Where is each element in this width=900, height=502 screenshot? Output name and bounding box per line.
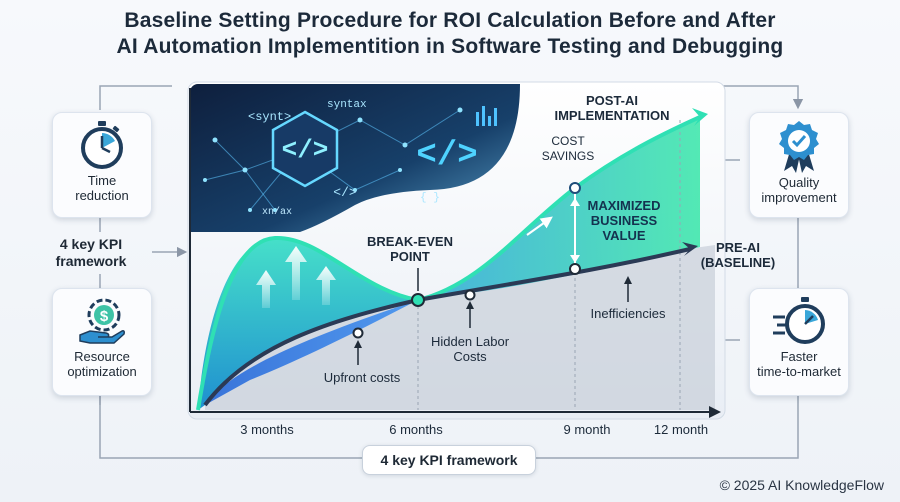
kpi-card-quality-improvement: Quality improvement <box>749 112 849 218</box>
code-artwork <box>190 84 520 232</box>
page-title: Baseline Setting Procedure for ROI Calcu… <box>0 8 900 60</box>
kpi-left-line-2: framework <box>55 253 127 269</box>
loop-bottom-right <box>534 394 799 459</box>
code-tag-large: </> <box>416 137 477 175</box>
hidden-labor-label-1: Hidden Labor <box>431 334 510 349</box>
loop-top-right <box>723 85 804 110</box>
code-text-xn: xn/ax <box>262 206 292 218</box>
upfront-up-arrows <box>256 246 336 308</box>
break-even-label-1: BREAK-EVEN <box>367 234 453 249</box>
chart-axes <box>189 88 721 418</box>
break-even-label-2: POINT <box>390 249 430 264</box>
faster-label-2: time-to-market <box>757 364 841 379</box>
quality-improvement-label-1: Quality <box>778 175 820 190</box>
code-text-synt: <synt> <box>248 110 291 124</box>
code-hexagon <box>271 110 339 188</box>
title-line-1: Baseline Setting Procedure for ROI Calcu… <box>124 9 776 32</box>
stopwatch-icon <box>81 121 123 169</box>
loop-bottom-left <box>99 394 362 459</box>
upfront-costs-label: Upfront costs <box>324 370 401 385</box>
baseline-area <box>205 245 715 410</box>
kpi-framework-left: 4 key KPI framework <box>26 236 156 270</box>
max-value-label-1: MAXIMIZED <box>588 198 661 213</box>
money-gear-hand-icon: $ <box>79 298 125 344</box>
upfront-cost-point <box>352 327 364 339</box>
upfront-area-dark <box>205 300 418 405</box>
max-value-label-3: VALUE <box>602 228 645 243</box>
kpi-left-line-1: 4 key KPI <box>59 236 123 252</box>
x-tick-9-month: 9 month <box>564 422 611 437</box>
hidden-labor-point <box>464 289 476 301</box>
code-text-braces: { } <box>420 192 440 204</box>
cost-savings-arrow <box>526 216 553 236</box>
time-reduction-label-1: Time <box>87 173 117 188</box>
inefficiencies-label: Inefficiencies <box>591 306 666 321</box>
quality-badge-icon <box>779 121 819 173</box>
mini-bar-art <box>476 106 497 126</box>
kpi-card-time-reduction: Time reduction <box>52 112 152 218</box>
value-band <box>418 117 700 300</box>
code-tag-small: </> <box>333 185 357 200</box>
annotation-pointer-heads <box>354 276 632 348</box>
svg-text:$: $ <box>100 308 109 325</box>
x-tick-12-month: 12 month <box>654 422 708 437</box>
code-tag-hex: </> <box>282 135 329 165</box>
resource-optimization-label-2: optimization <box>67 364 137 379</box>
pre-ai-9-month-point <box>569 263 581 275</box>
loop-top-left <box>99 85 172 110</box>
kpi-card-faster-time-to-market: Faster time-to-market <box>749 288 849 396</box>
break-even-point <box>411 293 425 307</box>
x-tick-3-months: 3 months <box>240 422 294 437</box>
pre-ai-arrowhead <box>682 242 698 256</box>
code-text-syntax: syntax <box>327 99 367 111</box>
quality-improvement-label-2: improvement <box>761 190 837 205</box>
cost-savings-label-1: COST <box>551 134 585 148</box>
resource-optimization-label-1: Resource <box>74 349 130 364</box>
max-value-arrow-up <box>570 198 580 206</box>
x-tick-6-months: 6 months <box>389 422 443 437</box>
pre-ai-label-2: (BASELINE) <box>701 255 775 270</box>
max-value-arrow-down <box>570 255 580 263</box>
pre-ai-label-1: PRE-AI <box>716 240 760 255</box>
copyright-text: © 2025 AI KnowledgeFlow <box>719 477 884 493</box>
post-ai-label-2: IMPLEMENTATION <box>554 108 669 123</box>
post-ai-label-1: POST-AI <box>586 93 638 108</box>
kpi-card-resource-optimization: $ Resource optimization <box>52 288 152 396</box>
hidden-labor-label-2: Costs <box>453 349 487 364</box>
max-value-label-2: BUSINESS <box>591 213 658 228</box>
kpi-framework-bottom: 4 key KPI framework <box>362 445 536 475</box>
title-line-2: AI Automation Implementition in Software… <box>116 35 784 58</box>
upfront-area <box>198 237 418 410</box>
cost-savings-label-2: SAVINGS <box>542 149 594 163</box>
faster-label-1: Faster <box>780 349 818 364</box>
post-ai-9-month-point <box>569 182 581 194</box>
time-reduction-label-2: reduction <box>75 188 129 203</box>
post-ai-arrowhead <box>692 108 708 126</box>
fast-stopwatch-icon <box>773 297 825 344</box>
